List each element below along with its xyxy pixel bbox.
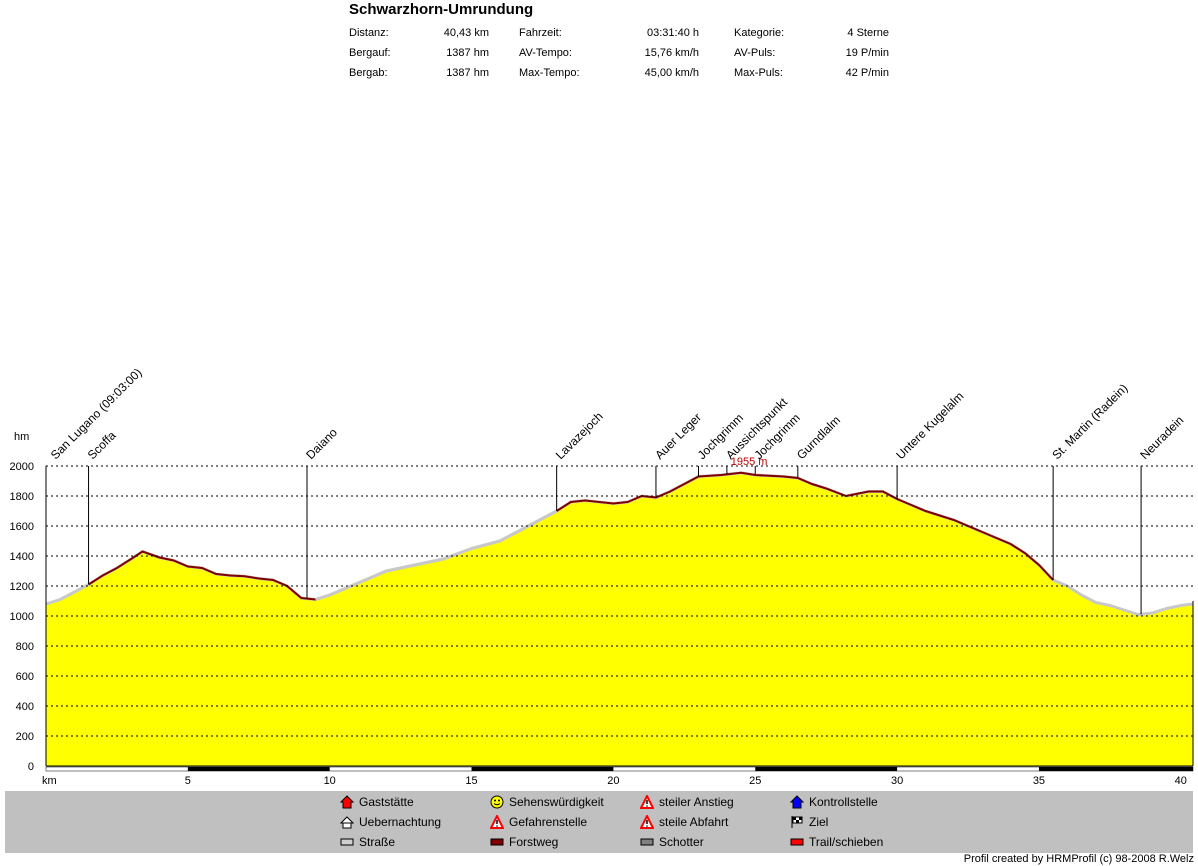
grid xyxy=(46,465,1193,737)
hut-icon xyxy=(340,815,354,829)
axes xyxy=(45,466,1194,772)
legend-label: Kontrollstelle xyxy=(809,795,878,809)
warning-red-icon xyxy=(640,795,654,809)
surface-road-icon xyxy=(340,835,354,849)
legend-item: Uebernachtung xyxy=(340,815,441,829)
stat-value-ascent: 1387 hm xyxy=(446,47,489,59)
legend-label: steiler Anstieg xyxy=(659,795,734,809)
legend-label: Sehenswürdigkeit xyxy=(509,795,604,809)
waypoint-label: St. Martin (Radein) xyxy=(1049,381,1130,462)
legend-label: steile Abfahrt xyxy=(659,815,729,829)
stat-value-avg-pulse: 19 P/min xyxy=(845,47,889,59)
legend-label: Straße xyxy=(359,835,396,849)
warning-icon xyxy=(490,815,504,829)
y-tick-label: 1800 xyxy=(10,491,34,503)
surface-segment-1 xyxy=(471,767,614,771)
y-tick-label: 800 xyxy=(16,641,34,653)
stat-label-time: Fahrzeit: xyxy=(519,27,562,39)
x-tick-label: 35 xyxy=(1033,775,1045,787)
x-tick-label: 10 xyxy=(324,775,336,787)
profile-line-forest xyxy=(88,471,1054,601)
x-tick-label: 20 xyxy=(607,775,619,787)
stat-label-max-speed: Max-Tempo: xyxy=(519,67,580,79)
checkered-flag-icon xyxy=(790,815,804,829)
legend-item: Trail/schieben xyxy=(790,835,883,849)
x-tick-label: 25 xyxy=(749,775,761,787)
house-blue-icon xyxy=(790,795,804,809)
warning-red-icon xyxy=(640,815,654,829)
legend-label: Trail/schieben xyxy=(809,835,884,849)
waypoint-label: Daiano xyxy=(303,425,340,462)
stat-value-descent: 1387 hm xyxy=(446,67,489,79)
legend-item: Sehenswürdigkeit xyxy=(490,795,604,809)
stat-value-max-pulse: 42 P/min xyxy=(845,67,889,79)
x-tick-label: 5 xyxy=(185,775,191,787)
y-tick-label: 400 xyxy=(16,701,34,713)
y-tick-label: 200 xyxy=(16,731,34,743)
legend: Gaststätte Sehenswürdigkeit steiler Anstie… xyxy=(5,791,1193,853)
legend-item: Gefahrenstelle xyxy=(490,815,587,829)
y-tick-label: 0 xyxy=(28,761,34,773)
x-tick-label: 15 xyxy=(465,775,477,787)
x-tick-label: 40 xyxy=(1175,775,1187,787)
legend-item: Straße xyxy=(340,835,395,849)
stat-label-distance: Distanz: xyxy=(349,27,389,39)
surface-segment-3 xyxy=(1038,767,1193,771)
waypoint-label: Untere Kugelalm xyxy=(893,389,966,462)
max-elevation-label: 1955 m xyxy=(731,456,768,468)
surface-forest-icon xyxy=(490,835,504,849)
legend-item: steile Abfahrt xyxy=(640,815,728,829)
y-axis-label: hm xyxy=(14,431,29,443)
y-tick-label: 1600 xyxy=(10,521,34,533)
y-tick-label: 600 xyxy=(16,671,34,683)
stat-label-ascent: Bergauf: xyxy=(349,47,391,59)
legend-label: Schotter xyxy=(659,835,704,849)
legend-item: steiler Anstieg xyxy=(640,795,734,809)
legend-label: Uebernachtung xyxy=(359,815,442,829)
legend-item: Forstweg xyxy=(490,835,558,849)
legend-item: Gaststätte xyxy=(340,795,414,809)
waypoint-label: Scoffa xyxy=(85,428,119,462)
legend-item: Ziel xyxy=(790,815,828,829)
stat-label-max-pulse: Max-Puls: xyxy=(734,67,783,79)
stat-label-descent: Bergab: xyxy=(349,67,388,79)
waypoint-label: Lavazejoch xyxy=(553,409,606,462)
stat-value-time: 03:31:40 h xyxy=(647,27,699,39)
stat-value-avg-speed: 15,76 km/h xyxy=(644,47,699,59)
surface-segment-0 xyxy=(187,767,330,771)
x-tick-label: 30 xyxy=(891,775,903,787)
legend-item: Schotter xyxy=(640,835,704,849)
legend-label: Forstweg xyxy=(509,835,559,849)
house-red-icon xyxy=(340,795,354,809)
tick-labels: 0 200 400 600 800 1000 1200 1400 1600 1800 2000 5 10… xyxy=(10,461,1187,787)
waypoint-label: Neuradein xyxy=(1137,413,1186,462)
profile-fill xyxy=(46,472,1193,766)
legend-label: Ziel xyxy=(809,815,829,829)
legend-item: Kontrollstelle xyxy=(790,795,878,809)
chart-title: Schwarzhorn-Umrundung xyxy=(349,1,534,18)
elevation-profile-chart: 0 200 400 600 800 1000 1200 1400 1600 1800 2000 5 10… xyxy=(10,365,1194,787)
profile-line-road-mid xyxy=(315,509,558,601)
surface-trail-icon xyxy=(790,835,804,849)
profile-area xyxy=(45,471,1194,766)
legend-label: Gaststätte xyxy=(359,795,414,809)
stat-value-max-speed: 45,00 km/h xyxy=(644,67,699,79)
surface-segment-2 xyxy=(755,767,898,771)
stat-label-avg-pulse: AV-Puls: xyxy=(734,47,776,59)
stat-label-category: Kategorie: xyxy=(734,27,785,39)
y-tick-label: 2000 xyxy=(10,461,34,473)
y-tick-label: 1400 xyxy=(10,551,34,563)
smiley-icon xyxy=(490,795,504,809)
legend-label: Gefahrenstelle xyxy=(509,815,588,829)
y-tick-label: 1200 xyxy=(10,581,34,593)
stat-label-avg-speed: AV-Tempo: xyxy=(519,47,572,59)
y-tick-label: 1000 xyxy=(10,611,34,623)
x-axis-label: km xyxy=(42,775,57,787)
stat-value-category: 4 Sterne xyxy=(847,27,889,39)
surface-gravel-icon xyxy=(640,835,654,849)
stat-value-distance: 40,43 km xyxy=(443,27,489,39)
credit-text: Profil created by HRMProfil (c) 98-2008 … xyxy=(963,853,1194,865)
